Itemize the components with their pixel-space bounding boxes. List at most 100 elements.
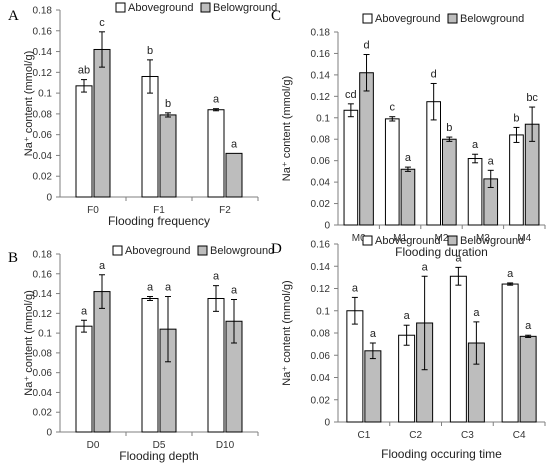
legend-swatch-aboveground xyxy=(112,245,123,256)
bar-belowground xyxy=(364,350,382,423)
bar-aboveground xyxy=(141,298,159,433)
y-tick-label: 0.08 xyxy=(311,329,331,340)
x-axis-label: Flooding occuring time xyxy=(381,447,502,461)
significance-letter: a xyxy=(422,261,429,273)
legend: Aboveground Belowground xyxy=(112,245,274,257)
bar-belowground xyxy=(442,138,457,226)
significance-letter: c xyxy=(99,17,105,29)
panel-label: B xyxy=(8,250,18,266)
significance-letter: a xyxy=(488,155,495,167)
x-tick-label: D10 xyxy=(216,440,235,451)
x-axis-label: Flooding frequency xyxy=(108,214,210,228)
y-tick-label: 0.12 xyxy=(311,284,331,295)
x-tick-label: D5 xyxy=(153,440,166,451)
significance-letter: a xyxy=(231,138,238,150)
panel-label: A xyxy=(8,8,19,24)
bar-belowground xyxy=(359,72,374,226)
y-tick-label: 0.02 xyxy=(33,172,53,183)
legend-swatch-aboveground xyxy=(362,235,373,246)
y-tick-label: 0 xyxy=(46,193,52,204)
y-tick-label: 0.04 xyxy=(311,178,331,189)
y-tick-label: 0.14 xyxy=(33,47,53,58)
bar-aboveground xyxy=(207,298,225,433)
bar-aboveground xyxy=(449,275,467,423)
significance-letter: cd xyxy=(345,89,357,101)
x-tick-label: C4 xyxy=(513,430,526,441)
y-tick-label: 0.08 xyxy=(311,135,331,146)
y-tick-label: 0.04 xyxy=(33,388,53,399)
significance-letter: a xyxy=(455,252,462,264)
y-tick-label: 0.16 xyxy=(311,240,331,251)
x-tick-label: C2 xyxy=(409,430,422,441)
x-axis-label: Flooding depth xyxy=(119,449,198,463)
y-tick-label: 0.12 xyxy=(311,92,331,103)
bar-aboveground xyxy=(343,109,359,226)
bar-belowground xyxy=(159,114,177,198)
panel-B: B 0 0.02 0.04 0.06 0.08 0.1 0.12 0.14 0.16 0.18 Na⁺… xyxy=(8,245,274,463)
x-tick-label: F2 xyxy=(219,205,231,216)
y-tick-label: 0.02 xyxy=(311,395,331,406)
y-tick-label: 0.16 xyxy=(33,269,53,280)
x-tick-label: M2 xyxy=(435,233,449,244)
significance-letter: a xyxy=(99,260,106,272)
significance-letter: a xyxy=(404,310,411,322)
y-tick-label: 0.04 xyxy=(311,373,331,384)
y-tick-label: 0.1 xyxy=(38,329,52,340)
significance-letter: a xyxy=(231,284,238,296)
significance-letter: d xyxy=(431,68,437,80)
y-axis-label: Na⁺ content (mmol/g) xyxy=(23,290,35,395)
y-tick-label: 0 xyxy=(46,428,52,439)
legend-swatch-belowground xyxy=(197,245,208,256)
y-tick-label: 0.14 xyxy=(311,262,331,273)
bar-aboveground xyxy=(75,85,93,198)
legend-label-belowground: Belowground xyxy=(460,235,524,247)
significance-letter: a xyxy=(165,282,172,294)
y-axis-label: Na⁺ content (mmol/g) xyxy=(281,280,293,385)
y-tick-label: 0.06 xyxy=(311,351,331,362)
legend-label-aboveground: Aboveground xyxy=(375,13,440,25)
significance-letter: a xyxy=(472,139,479,151)
y-tick-label: 0 xyxy=(324,418,330,429)
bar-belowground xyxy=(400,168,416,226)
y-tick-label: 0.18 xyxy=(33,250,53,261)
legend: Aboveground Belowground xyxy=(362,235,524,247)
y-tick-label: 0.16 xyxy=(33,26,53,37)
legend-label-aboveground: Aboveground xyxy=(125,245,190,257)
x-axis-label: Flooding duration xyxy=(395,245,488,259)
y-tick-label: 0.02 xyxy=(311,199,331,210)
y-tick-label: 0.14 xyxy=(33,289,53,300)
y-axis-label: Na⁺ content (mmol/g) xyxy=(281,76,293,181)
panel-A: A 0 0.02 0.04 0.06 0.08 0.1 0.12 0.14 0.16 0.18 Na⁺… xyxy=(8,2,277,228)
bar-belowground xyxy=(93,291,111,433)
significance-letter: d xyxy=(363,40,369,52)
significance-letter: b xyxy=(446,122,452,134)
significance-letter: ab xyxy=(78,65,90,77)
legend-swatch-belowground xyxy=(200,2,211,13)
x-tick-label: M4 xyxy=(517,233,531,244)
bar-belowground xyxy=(225,152,243,198)
significance-letter: b xyxy=(165,98,171,110)
legend-label-belowground: Belowground xyxy=(210,245,274,257)
significance-letter: c xyxy=(390,102,396,114)
legend-label-belowground: Belowground xyxy=(213,2,277,14)
significance-letter: b xyxy=(513,112,519,124)
y-tick-label: 0.1 xyxy=(316,113,330,124)
bar-aboveground xyxy=(141,75,159,198)
legend-label-aboveground: Aboveground xyxy=(375,235,440,247)
legend-swatch-belowground xyxy=(447,235,458,246)
bar-aboveground xyxy=(398,334,416,423)
x-tick-label: M0 xyxy=(352,233,366,244)
y-tick-label: 0.06 xyxy=(311,156,331,167)
y-tick-label: 0.12 xyxy=(33,68,53,79)
y-tick-label: 0.18 xyxy=(311,28,331,39)
legend-swatch-belowground xyxy=(447,13,458,24)
x-tick-label: F0 xyxy=(87,205,99,216)
legend: Aboveground Belowground xyxy=(115,2,277,14)
panel-label: D xyxy=(271,241,282,257)
y-tick-label: 0.12 xyxy=(33,309,53,320)
significance-letter: a xyxy=(507,268,514,280)
y-tick-label: 0.08 xyxy=(33,348,53,359)
legend-label-aboveground: Aboveground xyxy=(128,2,193,14)
x-tick-label: M1 xyxy=(393,233,407,244)
